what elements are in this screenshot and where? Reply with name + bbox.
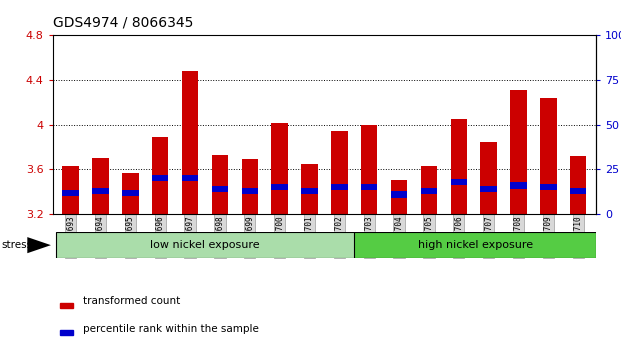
Bar [301,188,318,194]
Bar [93,158,109,214]
Bar [242,159,258,214]
Bar [481,186,497,192]
Bar [570,156,586,214]
Bar [60,330,73,336]
Bar [271,184,288,190]
Bar [93,188,109,194]
Bar [301,164,318,214]
Bar [361,184,378,190]
Bar [331,131,348,214]
Bar [122,173,138,214]
Text: high nickel exposure: high nickel exposure [418,240,533,250]
Text: percentile rank within the sample: percentile rank within the sample [83,324,258,333]
Text: low nickel exposure: low nickel exposure [150,240,260,250]
Text: stress: stress [2,240,33,250]
Bar [212,155,228,214]
Bar [331,184,348,190]
Bar [63,166,79,214]
Bar [421,166,437,214]
Text: GDS4974 / 8066345: GDS4974 / 8066345 [53,16,193,30]
Bar [56,232,355,258]
Bar [152,175,168,182]
Bar [122,190,138,196]
Bar [540,98,556,214]
Bar [391,179,407,214]
Bar [451,119,467,214]
Bar [361,125,378,214]
Bar [60,303,73,308]
Bar [481,142,497,214]
Text: transformed count: transformed count [83,296,180,306]
Bar [212,186,228,192]
Bar [152,137,168,214]
Bar [182,175,198,182]
Bar [510,90,527,214]
Bar [570,188,586,194]
Bar [510,183,527,189]
Bar [451,179,467,185]
Bar [271,122,288,214]
Bar [182,71,198,214]
Bar [540,184,556,190]
Bar [421,188,437,194]
Bar [63,190,79,196]
Polygon shape [27,237,51,253]
Bar [242,188,258,194]
Bar [355,232,596,258]
Bar [391,192,407,198]
